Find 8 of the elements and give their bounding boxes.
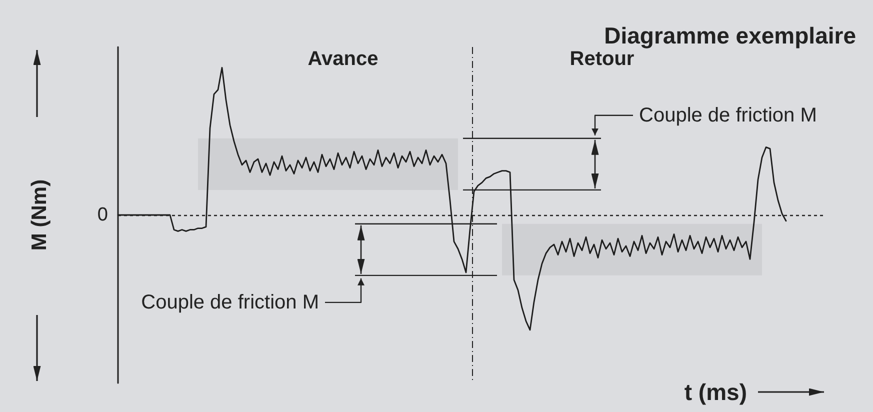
chart-title: Diagramme exemplaire [604, 22, 856, 48]
annotation: Avance [308, 48, 378, 70]
x-axis-title: t (ms) [684, 379, 747, 405]
annotation: Couple de friction M [141, 291, 319, 314]
ref-line-label: 0 [97, 204, 108, 226]
y-axis-title: M (Nm) [28, 179, 51, 251]
annotation: Couple de friction M [639, 104, 817, 126]
annotation: Retour [570, 48, 634, 70]
